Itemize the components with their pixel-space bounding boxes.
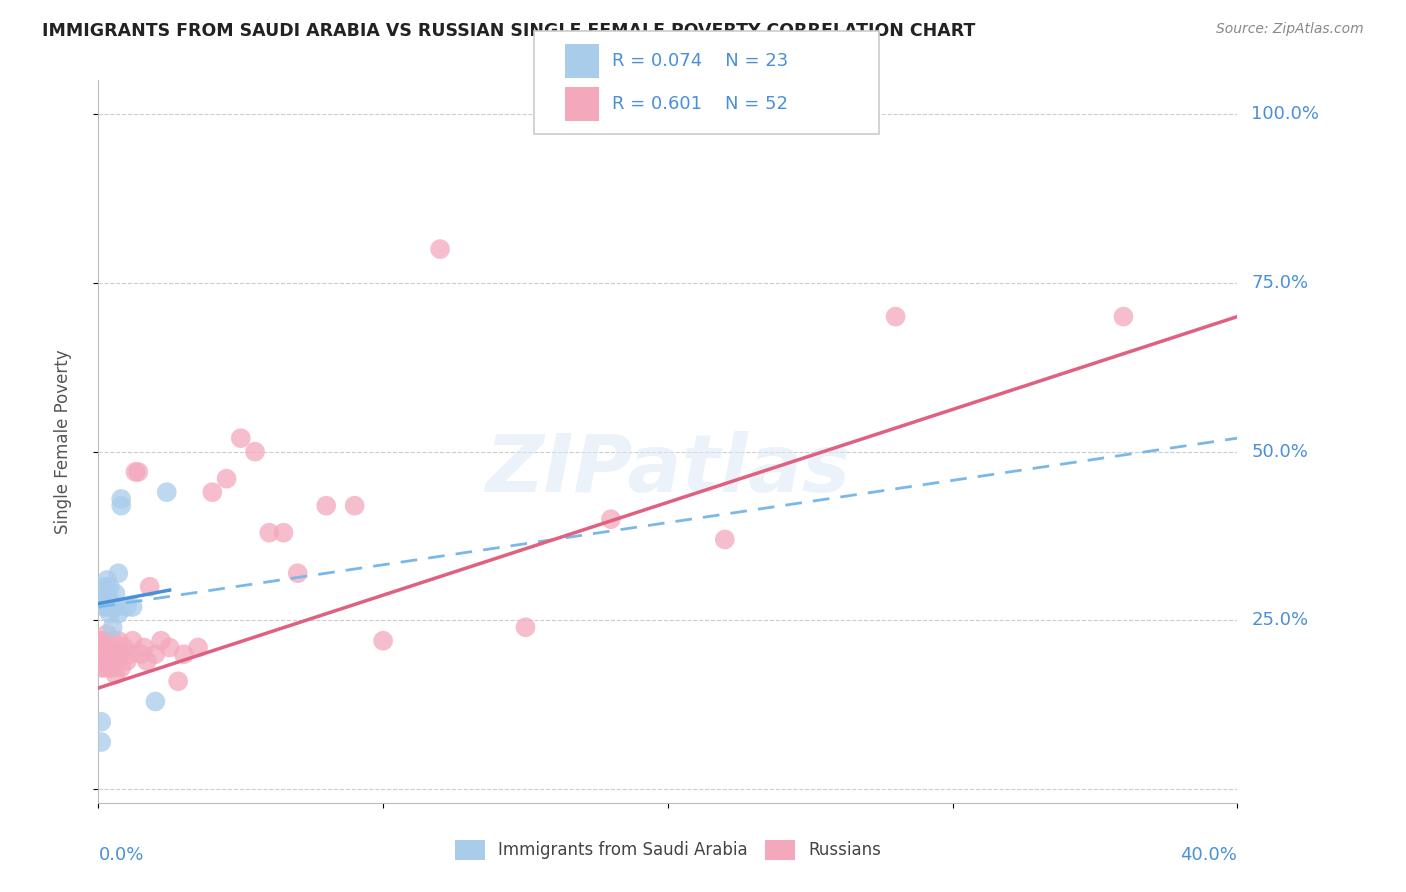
Point [104,667,127,681]
Point [98,654,121,668]
Point [1112,310,1135,324]
Point [93,599,115,614]
Point [101,620,124,634]
Point [93,593,115,607]
Point [201,485,224,500]
Point [173,647,195,661]
Point [215,472,238,486]
Point [101,633,124,648]
Point [429,242,451,256]
Point [145,694,167,708]
Text: ZIPatlas: ZIPatlas [485,432,851,509]
Text: Source: ZipAtlas.com: Source: ZipAtlas.com [1216,22,1364,37]
Point [110,661,132,675]
Point [107,566,129,581]
Point [229,431,252,445]
Text: 75.0%: 75.0% [1251,274,1309,292]
Point [135,654,157,668]
Text: 50.0%: 50.0% [1251,442,1308,460]
Point [121,599,143,614]
Point [132,640,155,655]
Point [129,647,152,661]
Point [93,661,115,675]
Point [98,593,121,607]
Point [287,566,309,581]
Point [107,607,129,621]
Point [98,661,121,675]
Point [104,654,127,668]
Y-axis label: Single Female Poverty: Single Female Poverty [53,350,72,533]
Point [127,465,149,479]
Point [104,599,127,614]
Point [110,491,132,506]
Text: 100.0%: 100.0% [1251,105,1319,123]
Point [96,599,118,614]
Point [259,525,281,540]
Point [101,599,124,614]
Point [884,310,907,324]
Point [107,647,129,661]
Point [167,674,190,689]
Point [96,654,118,668]
Point [96,627,118,641]
Point [93,647,115,661]
Text: 40.0%: 40.0% [1181,847,1237,864]
Point [315,499,337,513]
Point [101,647,124,661]
Point [600,512,623,526]
Point [115,599,138,614]
Point [118,647,141,661]
Point [115,654,138,668]
Point [515,620,537,634]
Point [96,586,118,600]
Point [273,525,295,540]
Point [96,573,118,587]
Point [93,633,115,648]
Point [98,607,121,621]
Legend: Immigrants from Saudi Arabia, Russians: Immigrants from Saudi Arabia, Russians [449,833,887,867]
Point [121,633,143,648]
Point [90,647,112,661]
Point [124,465,146,479]
Point [107,633,129,648]
Point [93,580,115,594]
Point [187,640,209,655]
Point [110,499,132,513]
Point [104,586,127,600]
Point [90,661,112,675]
Point [138,580,160,594]
Text: R = 0.601    N = 52: R = 0.601 N = 52 [612,95,787,113]
Point [156,485,179,500]
Point [90,714,112,729]
Point [90,735,112,749]
Point [96,640,118,655]
Point [343,499,366,513]
Point [159,640,181,655]
Point [243,444,266,458]
Point [101,661,124,675]
Text: 0.0%: 0.0% [98,847,143,864]
Point [112,640,135,655]
Point [90,633,112,648]
Point [145,647,167,661]
Point [150,633,173,648]
Point [98,580,121,594]
Text: 25.0%: 25.0% [1251,612,1309,630]
Point [110,647,132,661]
Point [373,633,395,648]
Text: R = 0.074    N = 23: R = 0.074 N = 23 [612,52,787,70]
Point [714,533,737,547]
Text: IMMIGRANTS FROM SAUDI ARABIA VS RUSSIAN SINGLE FEMALE POVERTY CORRELATION CHART: IMMIGRANTS FROM SAUDI ARABIA VS RUSSIAN … [42,22,976,40]
